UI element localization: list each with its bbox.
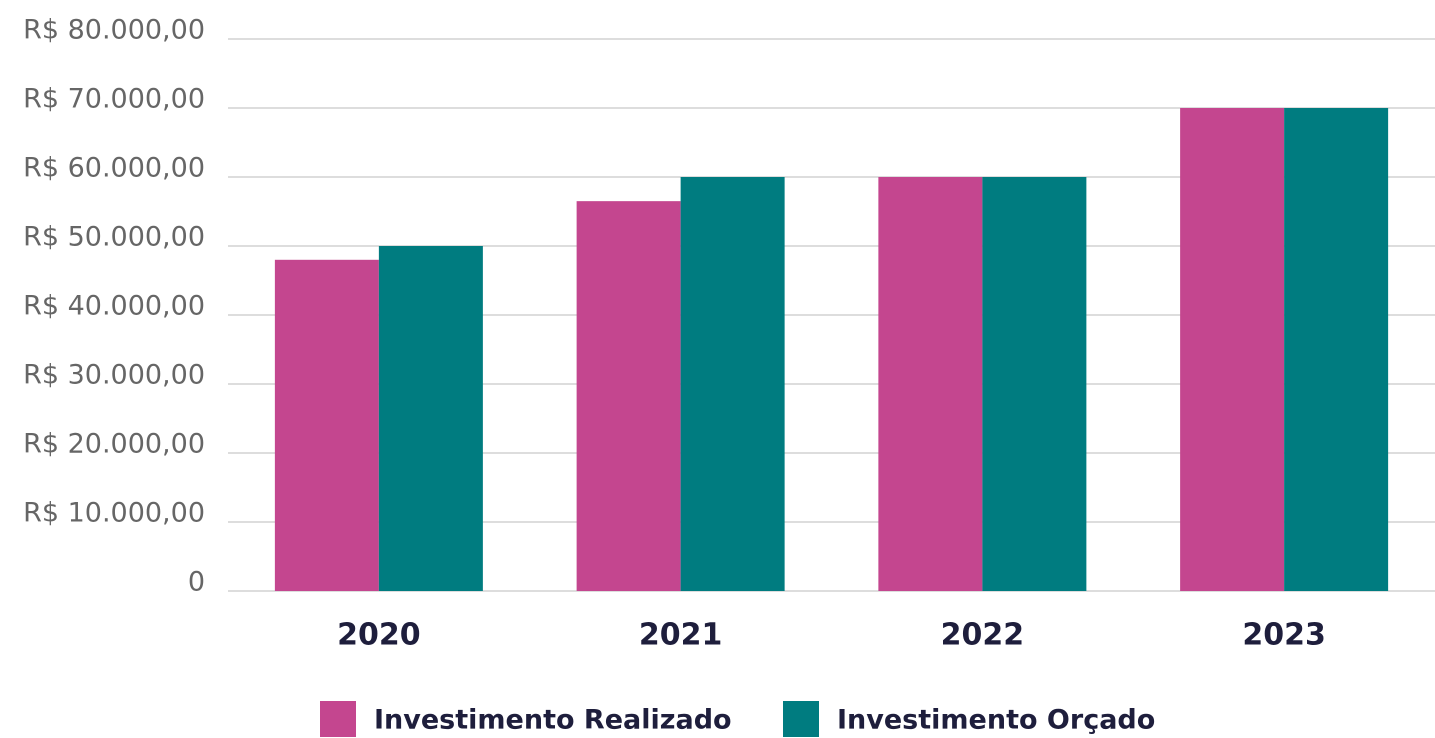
y-tick-label: R$ 60.000,00 [23,153,205,184]
y-tick-label: 0 [188,567,205,598]
y-tick-label: R$ 30.000,00 [23,360,205,391]
y-tick-label: R$ 50.000,00 [23,222,205,253]
y-tick-label: R$ 70.000,00 [23,84,205,115]
y-tick-label: R$ 40.000,00 [23,291,205,322]
bar [680,177,785,591]
legend-swatch [320,701,356,737]
bar [982,177,1087,591]
y-tick-label: R$ 20.000,00 [23,429,205,460]
bar [1284,108,1389,591]
y-tick-label: R$ 80.000,00 [23,15,205,46]
bar [878,177,983,591]
x-tick-label: 2023 [1242,618,1326,653]
legend-swatch [783,701,819,737]
x-tick-label: 2021 [639,618,723,653]
bar [1180,108,1285,591]
x-tick-label: 2022 [941,618,1025,653]
bar [274,259,379,591]
legend-label: Investimento Realizado [374,705,732,736]
bar [378,246,483,591]
x-tick-label: 2020 [337,618,421,653]
legend-label: Investimento Orçado [837,705,1155,736]
bar [576,201,681,591]
y-tick-label: R$ 10.000,00 [23,498,205,529]
